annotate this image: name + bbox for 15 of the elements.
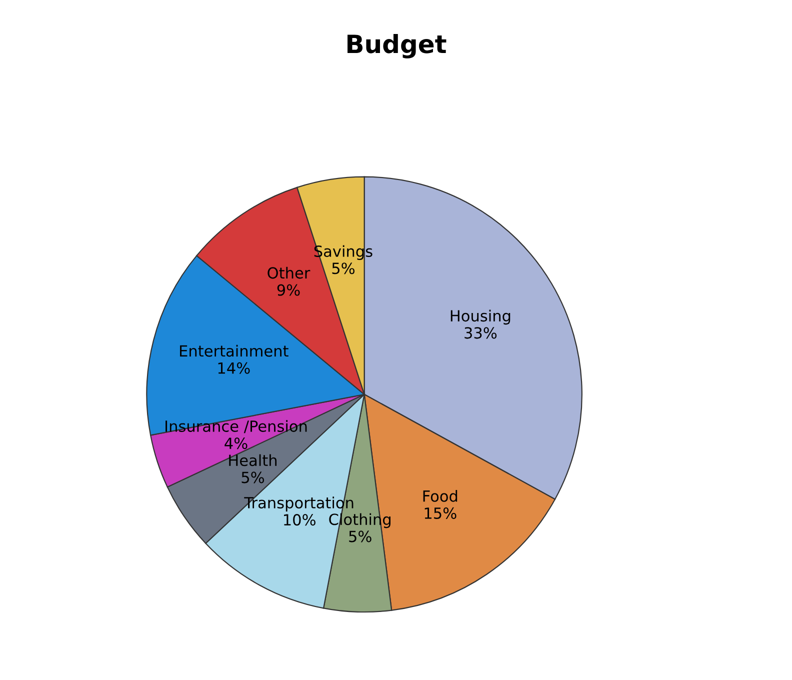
data-label: 33%: [464, 327, 497, 339]
data-label: 14%: [218, 362, 250, 374]
slice-label: Health: [229, 454, 277, 466]
chart-title: Budget: [348, 34, 446, 58]
slice-label: Housing: [450, 310, 510, 325]
data-label: 10%: [284, 514, 316, 526]
slice-label: Food: [423, 490, 458, 502]
slice-label: Entertainment: [180, 344, 288, 357]
data-label: 5%: [242, 472, 264, 484]
data-label: 5%: [349, 530, 372, 542]
data-label: 4%: [224, 438, 248, 450]
data-label: 9%: [277, 284, 300, 296]
data-label: 5%: [332, 262, 354, 274]
slice-label: Other: [268, 266, 310, 279]
data-label: 15%: [424, 507, 456, 519]
